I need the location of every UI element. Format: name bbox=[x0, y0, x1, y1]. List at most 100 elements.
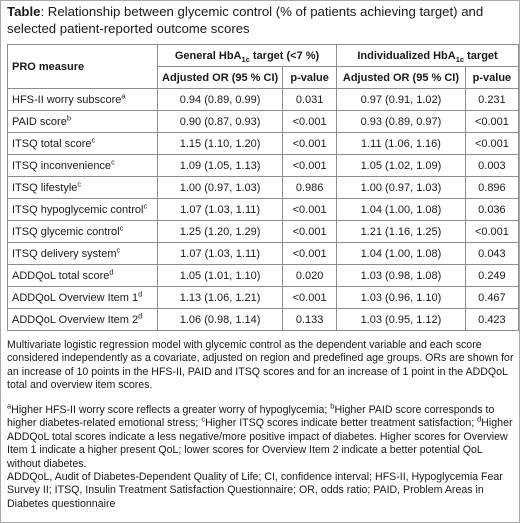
cell-measure: ADDQoL Overview Item 2d bbox=[6, 308, 159, 331]
subheader-or-indiv: Adjusted OR (95 % CI) bbox=[336, 66, 466, 89]
table-row: ITSQ hypoglycemic controlc 1.07 (1.03, 1.… bbox=[6, 198, 520, 221]
footnote-marker: c bbox=[201, 414, 206, 424]
cell-or-general: 1.07 (1.03, 1.11) bbox=[157, 198, 284, 221]
cell-p-general: 0.133 bbox=[282, 308, 338, 331]
table-row: ADDQoL Overview Item 1d 1.13 (1.06, 1.21)… bbox=[6, 286, 520, 309]
footnote-marker: c bbox=[91, 134, 96, 144]
cell-measure: ADDQoL total scored bbox=[6, 264, 159, 287]
table-row: ADDQoL Overview Item 2d 1.06 (0.98, 1.14)… bbox=[6, 308, 520, 331]
cell-measure: ADDQoL Overview Item 1d bbox=[6, 286, 159, 309]
cell-or-indiv: 1.04 (1.00, 1.08) bbox=[336, 242, 466, 265]
cell-or-general: 0.90 (0.87, 0.93) bbox=[157, 110, 284, 133]
footnote-marker: c bbox=[116, 244, 121, 254]
cell-measure: ITSQ delivery systemc bbox=[6, 242, 159, 265]
header-pro-measure: PRO measure bbox=[6, 44, 159, 89]
footnote-text: Higher ITSQ scores indicate better treat… bbox=[205, 417, 478, 430]
subheader-p-general: p-value bbox=[282, 66, 338, 89]
footnote-marker: d bbox=[477, 414, 482, 424]
footnote-superscripts: aHigher HFS-II worry score reflects a gr… bbox=[7, 401, 515, 471]
footnote-marker: d bbox=[138, 288, 143, 298]
footnote-text: Higher PAID score corresponds to higher … bbox=[7, 404, 495, 430]
cell-p-general: 0.986 bbox=[282, 176, 338, 199]
cell-p-general: <0.001 bbox=[282, 242, 338, 265]
cell-or-general: 1.05 (1.01, 1.10) bbox=[157, 264, 284, 287]
cell-p-general: <0.001 bbox=[282, 220, 338, 243]
cell-p-indiv: 0.423 bbox=[464, 308, 520, 331]
cell-p-general: <0.001 bbox=[282, 154, 338, 177]
footnote-marker: a bbox=[7, 401, 12, 411]
table-row: ADDQoL total scored 1.05 (1.01, 1.10) 0.02… bbox=[6, 264, 520, 287]
cell-or-indiv: 1.04 (1.00, 1.08) bbox=[336, 198, 466, 221]
cell-p-indiv: 0.036 bbox=[464, 198, 520, 221]
cell-p-indiv: 0.043 bbox=[464, 242, 520, 265]
footnote-marker: a bbox=[121, 90, 126, 100]
footnote-abbreviations: ADDQoL, Audit of Diabetes-Dependent Qual… bbox=[7, 471, 503, 510]
cell-p-general: <0.001 bbox=[282, 198, 338, 221]
cell-or-indiv: 1.00 (0.97, 1.03) bbox=[336, 176, 466, 199]
footnote-marker: c bbox=[77, 178, 82, 188]
footnote-marker: c bbox=[111, 156, 115, 166]
table-row: ITSQ glycemic controlc 1.25 (1.20, 1.29) <… bbox=[6, 220, 520, 243]
table-row: ITSQ delivery systemc 1.07 (1.03, 1.11) <0… bbox=[6, 242, 520, 265]
cell-or-general: 1.15 (1.10, 1.20) bbox=[157, 132, 284, 155]
caption-text: : Relationship between glycemic control … bbox=[7, 4, 484, 36]
cell-p-indiv: 0.896 bbox=[464, 176, 520, 199]
table-caption: Table: Relationship between glycemic con… bbox=[7, 4, 515, 37]
footnote-marker: b bbox=[66, 112, 71, 122]
cell-or-general: 0.94 (0.89, 0.99) bbox=[157, 88, 284, 111]
cell-or-general: 1.13 (1.06, 1.21) bbox=[157, 286, 284, 309]
cell-or-general: 1.00 (0.97, 1.03) bbox=[157, 176, 284, 199]
cell-p-general: <0.001 bbox=[282, 110, 338, 133]
cell-p-indiv: 0.003 bbox=[464, 154, 520, 177]
cell-or-indiv: 1.03 (0.96, 1.10) bbox=[336, 286, 466, 309]
cell-measure: HFS-II worry subscorea bbox=[6, 88, 159, 111]
cell-p-indiv: <0.001 bbox=[464, 110, 520, 133]
cell-or-indiv: 1.05 (1.02, 1.09) bbox=[336, 154, 466, 177]
cell-or-general: 1.06 (0.98, 1.14) bbox=[157, 308, 284, 331]
table-row: ITSQ total scorec 1.15 (1.10, 1.20) <0.001… bbox=[6, 132, 520, 155]
cell-or-general: 1.07 (1.03, 1.11) bbox=[157, 242, 284, 265]
cell-measure: ITSQ total scorec bbox=[6, 132, 159, 155]
table-row: PAID scoreb 0.90 (0.87, 0.93) <0.001 0.93 (… bbox=[6, 110, 520, 133]
footnote-marker: c bbox=[143, 200, 148, 210]
cell-p-indiv: 0.231 bbox=[464, 88, 520, 111]
footnote-text: Higher ADDQoL total scores indicate a le… bbox=[7, 417, 513, 470]
footnote-text: Higher HFS-II worry score reflects a gre… bbox=[11, 404, 331, 416]
cell-measure: PAID scoreb bbox=[6, 110, 159, 133]
cell-p-indiv: <0.001 bbox=[464, 132, 520, 155]
cell-p-general: <0.001 bbox=[282, 132, 338, 155]
header-individualized-target: Individualized HbA1c target bbox=[336, 44, 519, 67]
cell-measure: ITSQ hypoglycemic controlc bbox=[6, 198, 159, 221]
footnote-marker: d bbox=[138, 310, 143, 320]
table-row: ITSQ inconveniencec 1.09 (1.05, 1.13) <0.0… bbox=[6, 154, 520, 177]
footnote-marker: d bbox=[109, 266, 114, 276]
cell-p-general: 0.031 bbox=[282, 88, 338, 111]
cell-or-indiv: 0.93 (0.89, 0.97) bbox=[336, 110, 466, 133]
header-general-target: General HbA1c target (<7 %) bbox=[157, 44, 338, 67]
cell-or-indiv: 1.21 (1.16, 1.25) bbox=[336, 220, 466, 243]
footnote-marker: c bbox=[119, 222, 124, 232]
cell-measure: ITSQ inconveniencec bbox=[6, 154, 159, 177]
cell-p-indiv: 0.467 bbox=[464, 286, 520, 309]
cell-measure: ITSQ glycemic controlc bbox=[6, 220, 159, 243]
cell-p-general: <0.001 bbox=[282, 286, 338, 309]
cell-p-indiv: 0.249 bbox=[464, 264, 520, 287]
table-header-row: PRO measure General HbA1c target (<7 %) … bbox=[6, 44, 519, 89]
footnote-marker: b bbox=[330, 401, 335, 411]
table-row: HFS-II worry subscorea 0.94 (0.89, 0.99) 0… bbox=[6, 88, 520, 111]
cell-or-indiv: 1.03 (0.95, 1.12) bbox=[336, 308, 466, 331]
subheader-p-indiv: p-value bbox=[464, 66, 520, 89]
cell-or-indiv: 0.97 (0.91, 1.02) bbox=[336, 88, 466, 111]
cell-p-general: 0.020 bbox=[282, 264, 338, 287]
caption-label: Table bbox=[7, 4, 41, 19]
subheader-or-general: Adjusted OR (95 % CI) bbox=[157, 66, 284, 89]
footnote-method: Multivariate logistic regression model w… bbox=[7, 339, 514, 392]
table-body: HFS-II worry subscorea 0.94 (0.89, 0.99) 0… bbox=[6, 88, 520, 331]
cell-or-general: 1.09 (1.05, 1.13) bbox=[157, 154, 284, 177]
cell-p-indiv: <0.001 bbox=[464, 220, 520, 243]
table-row: ITSQ lifestylec 1.00 (0.97, 1.03) 0.986 1.0… bbox=[6, 176, 520, 199]
cell-measure: ITSQ lifestylec bbox=[6, 176, 159, 199]
results-table: PRO measure General HbA1c target (<7 %) … bbox=[6, 44, 520, 331]
cell-or-indiv: 1.03 (0.98, 1.08) bbox=[336, 264, 466, 287]
